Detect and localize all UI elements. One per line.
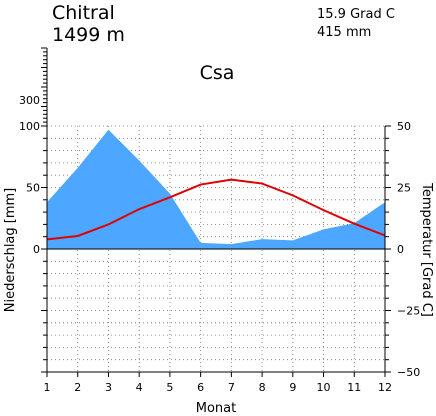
x-tick-label: 7 bbox=[228, 381, 235, 394]
x-axis-title: Monat bbox=[196, 401, 236, 416]
x-tick-label: 4 bbox=[136, 381, 143, 394]
mean-temperature: 15.9 Grad C bbox=[317, 7, 395, 22]
x-tick-label: 9 bbox=[289, 381, 296, 394]
right-axis-title: Temperatur [Grad C] bbox=[419, 182, 434, 317]
x-tick-label: 6 bbox=[197, 381, 204, 394]
right-tick-label: 0 bbox=[397, 243, 404, 256]
precipitation-layer bbox=[47, 129, 385, 249]
x-tick-label: 5 bbox=[166, 381, 173, 394]
left-tick-label-300: 300 bbox=[19, 94, 40, 107]
x-tick-label: 12 bbox=[378, 381, 392, 394]
station-name: Chitral bbox=[52, 2, 115, 24]
left-tick-label: 50 bbox=[26, 182, 40, 195]
x-tick-label: 8 bbox=[259, 381, 266, 394]
station-elevation: 1499 m bbox=[52, 24, 125, 46]
climate-classification: Csa bbox=[200, 62, 235, 84]
temperature-layer bbox=[46, 178, 386, 241]
precipitation-area bbox=[47, 129, 385, 249]
x-tick-label: 2 bbox=[74, 381, 81, 394]
left-axis-title: Niederschlag [mm] bbox=[3, 188, 18, 313]
x-tick-label: 10 bbox=[317, 381, 331, 394]
x-tick-label: 11 bbox=[347, 381, 361, 394]
left-tick-label: 100 bbox=[19, 120, 40, 133]
right-tick-label: −25 bbox=[397, 305, 420, 318]
temperature-line bbox=[46, 178, 386, 241]
annual-precipitation: 415 mm bbox=[317, 25, 371, 40]
right-tick-label: 25 bbox=[397, 182, 411, 195]
x-tick-label: 1 bbox=[44, 381, 51, 394]
right-tick-label: −50 bbox=[397, 366, 420, 379]
x-tick-label: 3 bbox=[105, 381, 112, 394]
right-tick-label: 50 bbox=[397, 120, 411, 133]
left-tick-label: 0 bbox=[33, 243, 40, 256]
